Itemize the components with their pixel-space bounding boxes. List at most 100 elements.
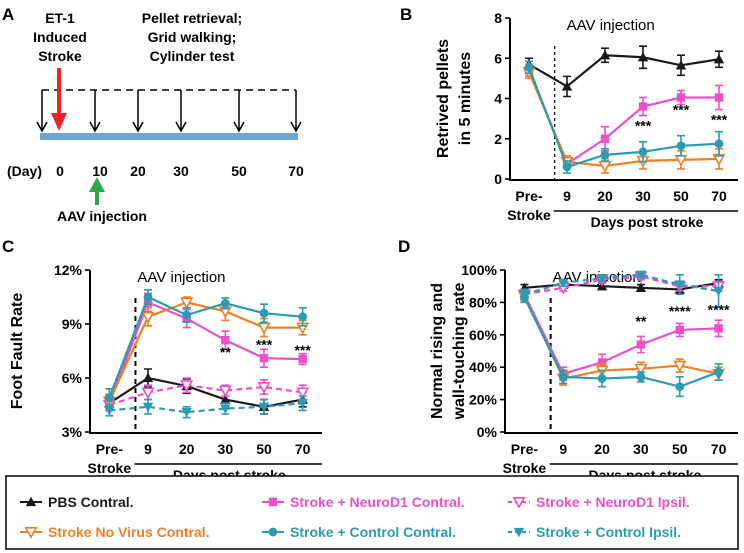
chart-d-xtick-label: 9 xyxy=(559,441,567,457)
chart-d-point xyxy=(636,340,646,349)
chart-d-ylabel-line: wall-touching rate xyxy=(451,282,468,420)
chart-b-xtick-label: 9 xyxy=(563,188,571,204)
chart-d-point xyxy=(635,282,647,292)
timeline-bar xyxy=(40,133,298,140)
chart-c-point xyxy=(298,354,307,364)
chart-d-point xyxy=(636,372,646,382)
day-prefix: (Day) xyxy=(7,163,42,179)
legend-marker xyxy=(512,497,526,509)
legend-marker xyxy=(513,527,525,538)
arrow-day70 xyxy=(290,90,302,133)
chart-d-series xyxy=(519,270,724,309)
legend-label: PBS Contral. xyxy=(48,494,134,510)
legend-marker xyxy=(268,527,278,537)
chart-c-xtick-label: 20 xyxy=(179,441,195,457)
chart-c-series xyxy=(104,395,308,419)
chart-d-point xyxy=(634,363,648,376)
chart-c-significance: *** xyxy=(256,337,273,353)
arrow-pre xyxy=(36,90,48,133)
chart-d-xtick-label: Pre-Stroke xyxy=(503,441,547,476)
day-50: 50 xyxy=(231,163,247,179)
chart-d-point xyxy=(597,374,607,383)
legend-label: Stroke No Virus Contral. xyxy=(48,524,210,540)
chart-d-significance: **** xyxy=(708,302,730,318)
panel-label-c: C xyxy=(2,237,14,256)
chart-d-xtick-label: 50 xyxy=(672,441,688,457)
chart-b-series-line xyxy=(527,66,720,169)
chart-c-series-line xyxy=(108,295,303,399)
chart-d-point xyxy=(673,360,687,373)
aav-green-arrowhead xyxy=(89,177,105,192)
legend-label: Stroke + NeuroD1 Contral. xyxy=(290,494,465,510)
chart-c-ytick-label: 3% xyxy=(62,424,83,440)
legend-marker xyxy=(268,497,278,507)
chart-c-series-line xyxy=(108,376,303,408)
legend-items: PBS Contral. Stroke + NeuroD1 Contral. Str… xyxy=(20,494,690,540)
chart-b-point xyxy=(714,139,724,149)
chart-b: 0 2 4 6 8 Pre-Stroke 9 20 30 50 70 Days post stroke… xyxy=(435,10,738,230)
legend-item: Stroke + NeuroD1 Contral. xyxy=(262,494,465,510)
chart-b-ytick-label: 0 xyxy=(494,171,502,187)
day-30: 30 xyxy=(173,163,189,179)
chart-c-ylabel-line: Foot Fault Rate xyxy=(9,293,26,410)
legend-label: Stroke + Control Contral. xyxy=(290,524,456,540)
chart-b-xtick-label: 20 xyxy=(597,188,613,204)
legend-item: Stroke + Control Ipsil. xyxy=(508,524,681,540)
chart-d-ytick-label: 0% xyxy=(477,424,498,440)
chart-c-point xyxy=(141,311,155,324)
chart-b-point xyxy=(524,62,534,72)
chart-b-significance: *** xyxy=(673,102,690,118)
day-70: 70 xyxy=(288,163,304,179)
chart-c-point xyxy=(104,406,115,416)
chart-c-ytick-label: 12% xyxy=(54,262,83,278)
arrow-day50 xyxy=(233,90,245,133)
chart-c-point xyxy=(180,380,194,393)
chart-c-point xyxy=(220,298,230,308)
chart-c-point xyxy=(296,387,310,400)
chart-c-point xyxy=(258,402,270,412)
arrow-day30 xyxy=(175,90,187,133)
chart-b-point xyxy=(713,54,725,64)
chart-c-point xyxy=(141,387,155,400)
chart-c-aav-label: AAV injection xyxy=(137,269,225,286)
chart-b-point xyxy=(562,162,572,172)
chart-d-point xyxy=(596,273,608,284)
chart-d-point xyxy=(675,325,684,335)
chart-d-point xyxy=(713,286,724,297)
chart-b-xtick-label: 70 xyxy=(711,188,727,204)
chart-b-point xyxy=(638,147,648,157)
chart-c-point xyxy=(142,402,154,412)
chart-c-point xyxy=(220,404,231,414)
chart-d-point xyxy=(714,324,723,333)
chart-c-point xyxy=(180,297,194,310)
chart-d-xtick-label: 30 xyxy=(633,441,649,457)
chart-c-point xyxy=(181,408,192,418)
legend-item: PBS Contral. xyxy=(20,494,134,510)
chart-b-significance: *** xyxy=(635,118,652,134)
legend: PBS Contral. Stroke + NeuroD1 Contral. Str… xyxy=(5,475,739,550)
chart-b-ytick-label: 4 xyxy=(494,91,502,107)
et1-label-line1: ET-1 xyxy=(45,10,75,26)
chart-b-xlabel: Days post stroke xyxy=(591,214,704,230)
legend-label: Stroke + NeuroD1 Ipsil. xyxy=(536,494,690,510)
chart-b-point xyxy=(600,134,610,143)
chart-d-axes xyxy=(504,270,738,434)
legend-box xyxy=(5,475,739,550)
chart-d-point xyxy=(558,278,569,289)
panel-a: A ET-1 Induced Stroke Pellet retrieval; … xyxy=(2,5,304,224)
chart-d-significance: **** xyxy=(669,303,691,319)
chart-d-ytick-label: 100% xyxy=(461,262,497,278)
panel-label-a: A xyxy=(2,5,14,24)
chart-d-ylabel-line: Normal rising and xyxy=(429,283,446,419)
chart-d-point xyxy=(597,358,607,367)
legend-marker xyxy=(24,527,38,539)
chart-d-series-line xyxy=(523,293,719,375)
timeline-arrows xyxy=(36,90,302,133)
chart-b-series xyxy=(523,45,725,98)
chart-c-ytick-label: 6% xyxy=(62,370,83,386)
chart-c-significance: *** xyxy=(294,342,311,358)
legend-marker xyxy=(25,496,37,507)
chart-b-point xyxy=(676,141,686,151)
